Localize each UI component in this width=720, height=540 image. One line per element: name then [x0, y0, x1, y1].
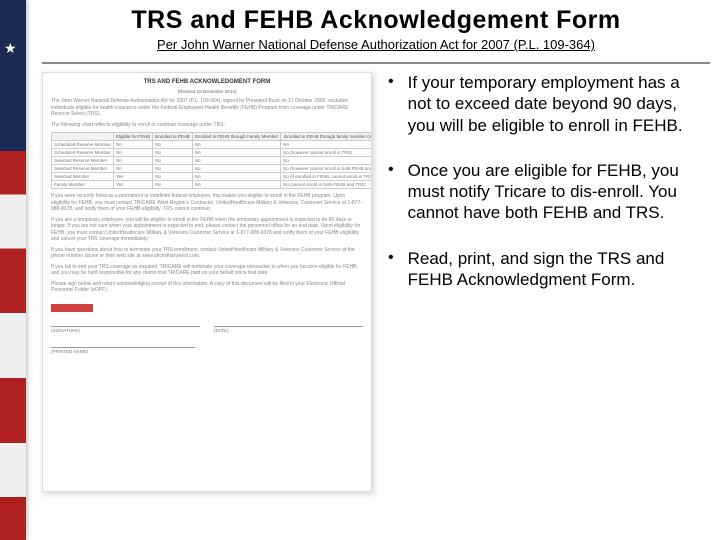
th: Enrolled in FEHB through Family Member	[192, 133, 280, 141]
th: Enrolled in FEHB through family member (…	[281, 133, 372, 141]
signature-line: (SIGNATURE)	[51, 326, 200, 333]
bullet-icon: •	[388, 248, 394, 291]
list-item: • Once you are eligible for FEHB, you mu…	[388, 160, 706, 224]
bullet-list: • If your temporary employment has a not…	[388, 72, 710, 492]
form-thumbnail: TRS AND FEHB ACKNOWLEDGMENT FORM (Revise…	[42, 72, 372, 492]
table-row: Selected Reserve MemberNoNoNoNo (however…	[52, 165, 373, 173]
divider	[42, 62, 710, 64]
bullet-text: Once you are eligible for FEHB, you must…	[408, 160, 706, 224]
bullet-icon: •	[388, 160, 394, 224]
signature-row: (SIGNATURE) (DATE)	[51, 326, 363, 333]
table-row: Selected Reserve MemberNoNoNoNo	[52, 157, 373, 165]
doc-intro: The John Warner National Defense Authori…	[51, 98, 363, 118]
bullet-icon: •	[388, 72, 394, 136]
page-subtitle: Per John Warner National Defense Authori…	[42, 37, 710, 52]
bullet-text: Read, print, and sign the TRS and FEHB A…	[408, 248, 706, 291]
list-item: • Read, print, and sign the TRS and FEHB…	[388, 248, 706, 291]
slide-content: TRS and FEHB Acknowledgement Form Per Jo…	[30, 0, 720, 492]
list-item: • If your temporary employment has a not…	[388, 72, 706, 136]
signature-row: (PRINTED NAME)	[51, 347, 363, 354]
doc-title: TRS AND FEHB ACKNOWLEDGMENT FORM	[51, 79, 363, 85]
two-column-layout: TRS AND FEHB ACKNOWLEDGMENT FORM (Revise…	[42, 72, 710, 492]
table-row: Scheduled Reserve MemberNoNoNANo (howeve…	[52, 149, 373, 157]
th: Eligible for FEHB	[114, 133, 153, 141]
doc-p1: If you were recently hired as a permanen…	[51, 193, 363, 213]
page-title: TRS and FEHB Acknowledgement Form	[42, 6, 710, 35]
table-row: Family MemberYesNANANo (cannot enroll in…	[52, 181, 373, 189]
bullet-text: If your temporary employment has a not t…	[408, 72, 706, 136]
table-row: Scheduled Reserve MemberNoNoNANA	[52, 141, 373, 149]
th: Enrolled in FEHB	[153, 133, 193, 141]
th	[52, 133, 114, 141]
doc-p5: Please sign below and return acknowledgi…	[51, 281, 363, 294]
doc-subtitle: (Revised 15 December 2014)	[51, 89, 363, 94]
decorative-flag-strip	[0, 0, 26, 540]
eligibility-table: Eligible for FEHB Enrolled in FEHB Enrol…	[51, 132, 372, 189]
sign-here-flag	[51, 304, 93, 312]
doc-p3: If you have questions about how to termi…	[51, 247, 363, 260]
printed-name-line: (PRINTED NAME)	[51, 347, 195, 354]
doc-p2: If you are a temporary employee, you wil…	[51, 217, 363, 243]
doc-lead: The following chart reflects eligibility…	[51, 122, 363, 129]
doc-p4: If you fail to end your TRS coverage as …	[51, 264, 363, 277]
date-line: (DATE)	[214, 326, 363, 333]
table-row: Selected MemberYesNoNANo (if enrolled in…	[52, 173, 373, 181]
